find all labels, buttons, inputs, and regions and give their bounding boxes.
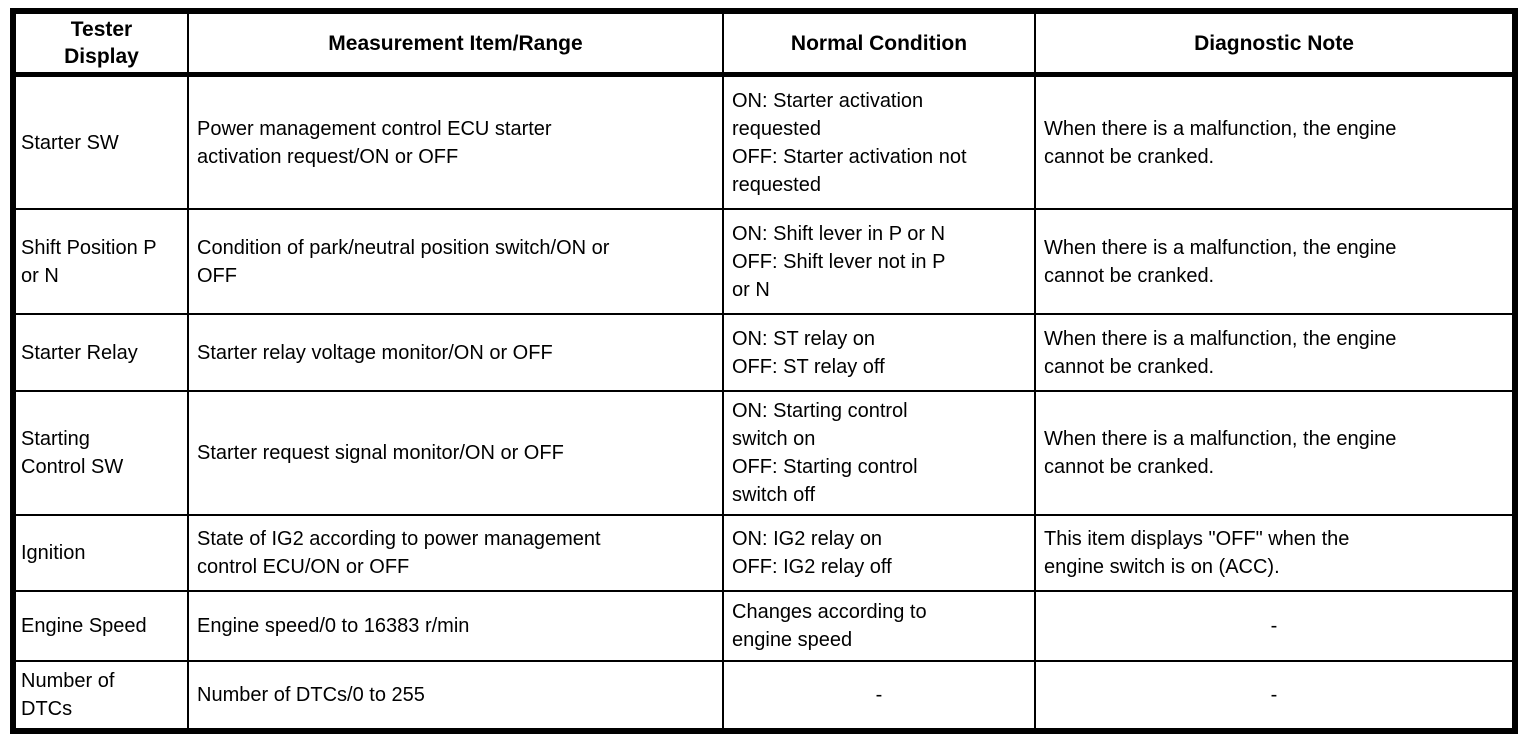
diagnostic-data-list-table: Tester Display Measurement Item/Range No… [10,8,1518,734]
cell-diagnostic-note: When there is a malfunction, the engine … [1034,208,1516,316]
table-row: Engine Speed Engine speed/0 to 16383 r/m… [12,590,1516,662]
cell-measurement-item-range: Engine speed/0 to 16383 r/min [187,590,724,662]
cell-normal-condition: Changes according to engine speed [722,590,1036,662]
cell-diagnostic-note: When there is a malfunction, the engine … [1034,313,1516,392]
cell-normal-condition: ON: ST relay on OFF: ST relay off [722,313,1036,392]
cell-diagnostic-note: - [1034,590,1516,662]
table-header: Tester Display Measurement Item/Range No… [12,10,1516,77]
column-header-measurement-item-range: Measurement Item/Range [187,10,724,77]
table-row: Starter SW Power management control ECU … [12,73,1516,211]
cell-normal-condition: ON: IG2 relay on OFF: IG2 relay off [722,513,1036,593]
cell-diagnostic-note: - [1034,659,1516,732]
cell-normal-condition: ON: Shift lever in P or N OFF: Shift lev… [722,208,1036,316]
column-header-normal-condition: Normal Condition [722,10,1036,77]
cell-tester-display: Starter SW [12,73,189,211]
table-row: Number of DTCs Number of DTCs/0 to 255 -… [12,659,1516,732]
column-header-tester-display: Tester Display [12,10,189,77]
table-body: Starter SW Power management control ECU … [12,73,1516,732]
cell-tester-display: Ignition [12,513,189,593]
cell-measurement-item-range: Condition of park/neutral position switc… [187,208,724,316]
table-row: Starter Relay Starter relay voltage moni… [12,313,1516,392]
cell-diagnostic-note: When there is a malfunction, the engine … [1034,73,1516,211]
cell-normal-condition: ON: Starting control switch on OFF: Star… [722,389,1036,516]
cell-tester-display: Starter Relay [12,313,189,392]
table-row: Starting Control SW Starter request sign… [12,389,1516,516]
cell-measurement-item-range: Number of DTCs/0 to 255 [187,659,724,732]
cell-normal-condition: - [722,659,1036,732]
cell-tester-display: Shift Position P or N [12,208,189,316]
cell-diagnostic-note: When there is a malfunction, the engine … [1034,389,1516,516]
cell-measurement-item-range: Starter relay voltage monitor/ON or OFF [187,313,724,392]
cell-measurement-item-range: Power management control ECU starter act… [187,73,724,211]
column-header-diagnostic-note: Diagnostic Note [1034,10,1516,77]
cell-tester-display: Engine Speed [12,590,189,662]
cell-tester-display: Starting Control SW [12,389,189,516]
cell-measurement-item-range: State of IG2 according to power manageme… [187,513,724,593]
table-row: Shift Position P or N Condition of park/… [12,208,1516,316]
cell-measurement-item-range: Starter request signal monitor/ON or OFF [187,389,724,516]
cell-normal-condition: ON: Starter activation requested OFF: St… [722,73,1036,211]
header-row: Tester Display Measurement Item/Range No… [12,10,1516,77]
table-row: Ignition State of IG2 according to power… [12,513,1516,593]
cell-tester-display: Number of DTCs [12,659,189,732]
cell-diagnostic-note: This item displays "OFF" when the engine… [1034,513,1516,593]
